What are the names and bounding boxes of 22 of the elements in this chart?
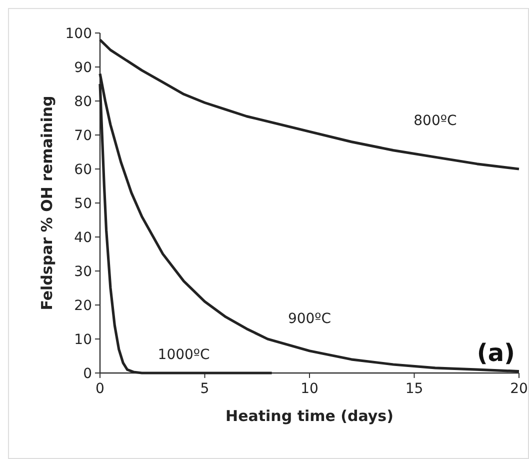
y-tick-label: 0	[83, 366, 92, 382]
y-tick-label: 10	[74, 332, 92, 348]
x-tick-label: 5	[200, 381, 210, 397]
annotation: (a)	[476, 339, 515, 367]
x-tick-label: 20	[510, 381, 528, 397]
x-tick-label: 0	[96, 381, 104, 397]
y-tick-label: 80	[74, 94, 92, 110]
y-tick-label: 20	[74, 298, 92, 314]
series-label: 800ºC	[414, 113, 457, 130]
y-tick-label: 40	[74, 230, 92, 246]
y-tick-label: 90	[74, 60, 92, 76]
y-tick-label: 50	[74, 196, 92, 212]
x-tick-label: 10	[300, 381, 318, 397]
y-tick-label: 60	[74, 162, 92, 178]
y-tick-label: 100	[65, 26, 92, 42]
y-axis-title: Feldspar % OH remaining	[38, 96, 56, 310]
series-label: 900ºC	[288, 310, 332, 327]
y-tick-label: 70	[74, 128, 92, 144]
y-tick-label: 30	[74, 264, 92, 280]
x-axis-title: Heating time (days)	[226, 407, 394, 425]
series-label: 1000ºC	[158, 347, 210, 363]
x-tick-label: 15	[405, 381, 424, 397]
